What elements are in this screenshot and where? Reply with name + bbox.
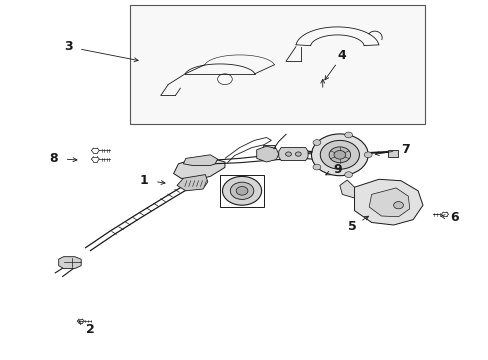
Circle shape <box>393 202 403 209</box>
Text: 7: 7 <box>401 143 409 156</box>
Polygon shape <box>183 155 217 166</box>
Text: 2: 2 <box>86 323 95 336</box>
Bar <box>220 175 264 207</box>
Circle shape <box>295 152 301 156</box>
Polygon shape <box>278 148 307 161</box>
Circle shape <box>328 147 350 163</box>
Circle shape <box>312 140 320 145</box>
Polygon shape <box>339 180 354 198</box>
Text: 3: 3 <box>64 40 73 53</box>
Text: 8: 8 <box>49 152 58 165</box>
Circle shape <box>311 134 367 176</box>
Circle shape <box>364 152 371 158</box>
Polygon shape <box>59 257 81 269</box>
Text: 1: 1 <box>140 174 148 186</box>
Circle shape <box>285 152 291 156</box>
Circle shape <box>222 176 261 205</box>
Text: 6: 6 <box>449 211 458 224</box>
Bar <box>129 5 425 124</box>
Circle shape <box>230 182 253 199</box>
Bar <box>387 150 397 157</box>
Polygon shape <box>173 158 224 180</box>
Circle shape <box>344 172 352 177</box>
Circle shape <box>312 164 320 170</box>
Text: 4: 4 <box>337 49 346 62</box>
Polygon shape <box>368 188 409 217</box>
Polygon shape <box>354 179 422 225</box>
Circle shape <box>344 132 352 138</box>
Bar <box>262 145 274 152</box>
Text: 9: 9 <box>332 163 341 176</box>
Circle shape <box>320 140 359 169</box>
Polygon shape <box>256 146 278 162</box>
Circle shape <box>236 186 247 195</box>
Circle shape <box>333 150 345 159</box>
Polygon shape <box>177 175 207 191</box>
Text: 5: 5 <box>347 220 356 233</box>
